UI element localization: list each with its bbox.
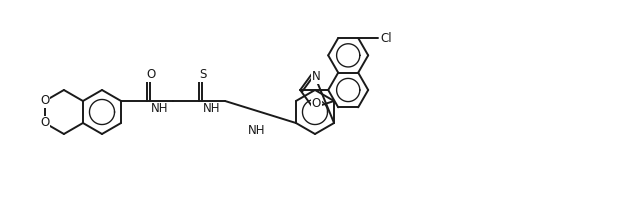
Text: NH: NH xyxy=(151,103,169,115)
Text: O: O xyxy=(40,117,49,129)
Text: O: O xyxy=(312,97,321,110)
Text: O: O xyxy=(40,95,49,108)
Text: S: S xyxy=(199,69,207,81)
Text: O: O xyxy=(146,69,155,81)
Text: NH: NH xyxy=(248,123,265,137)
Text: N: N xyxy=(312,70,320,83)
Text: NH: NH xyxy=(204,103,221,115)
Text: Cl: Cl xyxy=(381,32,392,45)
